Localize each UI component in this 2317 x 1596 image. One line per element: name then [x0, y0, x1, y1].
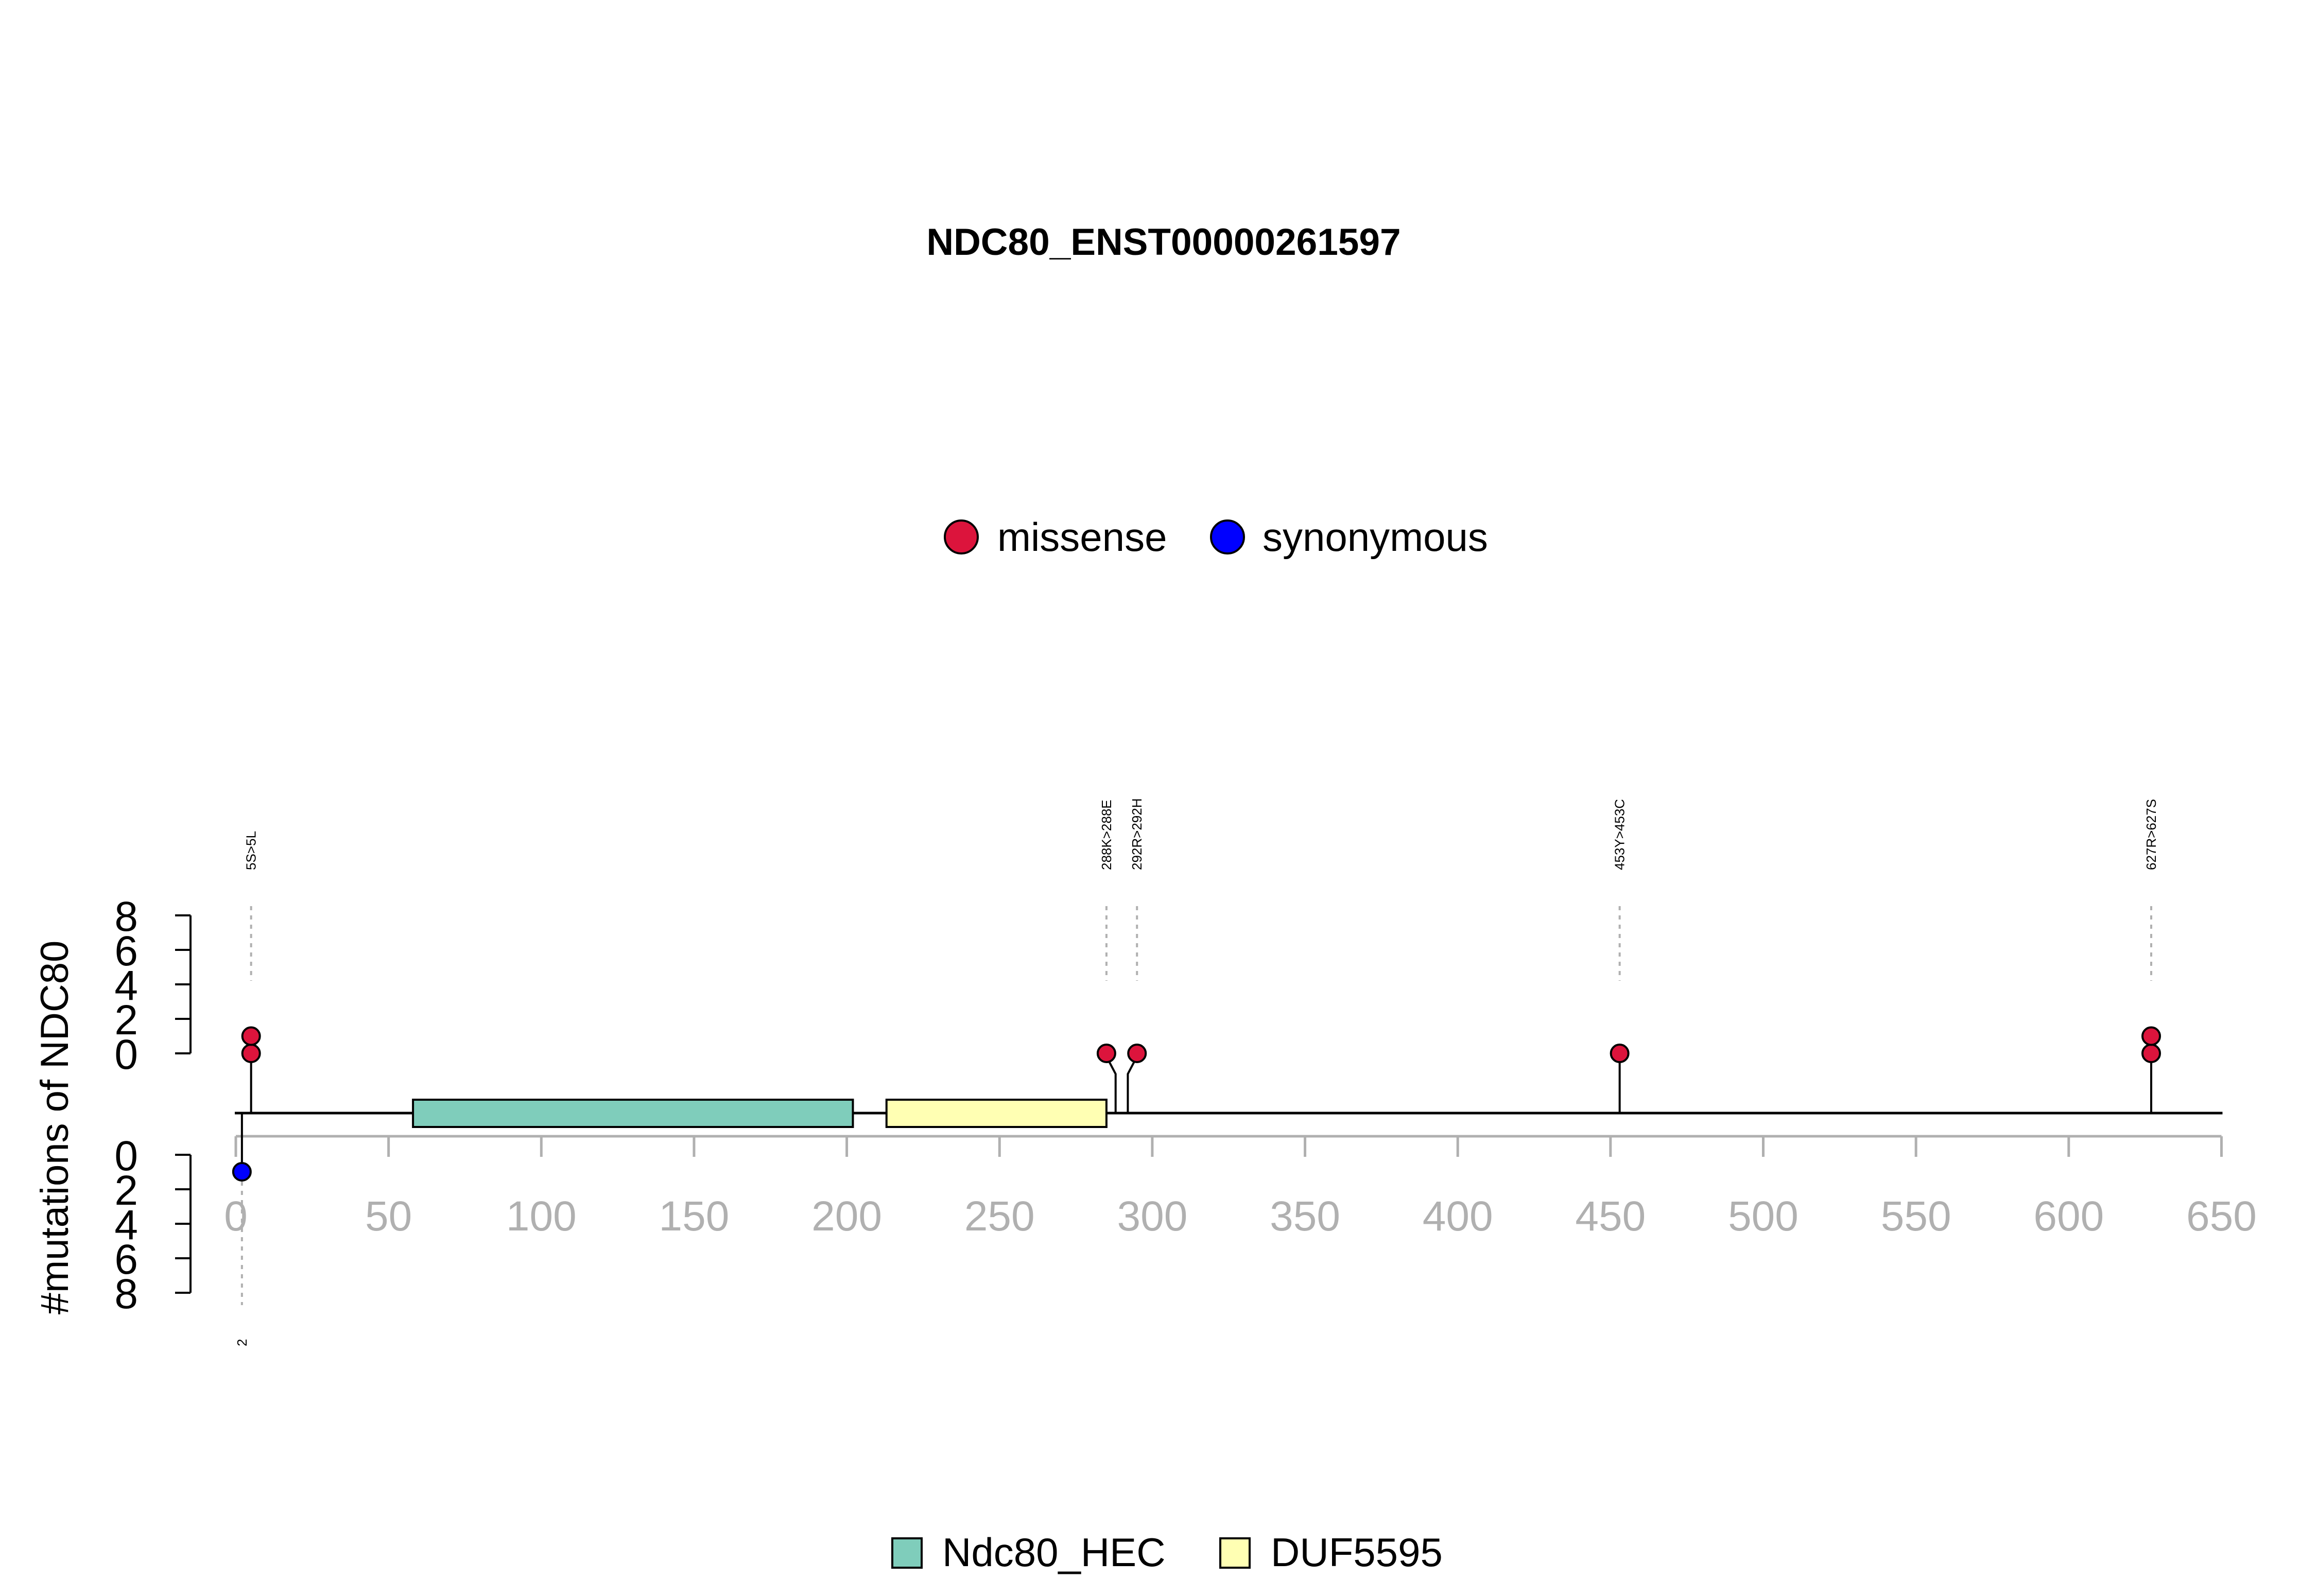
x-tick-label: 400	[1423, 1193, 1493, 1240]
domain-legend-swatch-Ndc80_HEC	[891, 1537, 923, 1569]
domain-legend-label-DUF5595: DUF5595	[1271, 1530, 1443, 1575]
y-tick-label-bottom: 4	[114, 1202, 138, 1248]
x-tick-label: 250	[964, 1193, 1035, 1240]
x-tick-label: 0	[224, 1193, 248, 1240]
mutation-point-5S>5L	[241, 1044, 261, 1063]
x-tick-label: 450	[1575, 1193, 1646, 1240]
x-tick-label: 500	[1728, 1193, 1799, 1240]
y-tick-label-top: 4	[114, 962, 138, 1009]
mutation-legend: missense synonymous	[944, 514, 1488, 560]
legend-swatch-synonymous	[1210, 519, 1245, 554]
mutation-label-453Y>453C: 453Y>453C	[1612, 799, 1628, 870]
lollipop-points	[232, 1026, 2161, 1182]
x-tick-label: 50	[365, 1193, 412, 1240]
x-tick-label: 550	[1881, 1193, 1951, 1240]
mutation-labels: 5S>5L 288K>288E 292R>292H 453Y>453C 627R>627…	[234, 799, 2159, 1347]
domain-Ndc80_HEC	[412, 1099, 854, 1128]
y-tick-label-bottom: 2	[114, 1167, 138, 1214]
x-tick-label: 650	[2186, 1193, 2257, 1240]
y-tick-label-bottom: 0	[114, 1133, 138, 1179]
domain-legend-label-Ndc80_HEC: Ndc80_HEC	[942, 1530, 1166, 1575]
mutation-point-2	[232, 1162, 252, 1182]
x-tick-label: 150	[659, 1193, 730, 1240]
mutation-point-627R>627S	[2141, 1044, 2161, 1063]
y-tick-label-top: 6	[114, 928, 138, 975]
domains	[412, 1099, 1108, 1128]
legend-label-synonymous: synonymous	[1263, 514, 1488, 560]
mutation-label-288K>288E: 288K>288E	[1099, 800, 1114, 870]
x-tick-label: 100	[506, 1193, 577, 1240]
legend-swatch-missense	[944, 519, 979, 554]
mutation-label-292R>292H: 292R>292H	[1129, 799, 1145, 871]
y-tick-label-bottom: 8	[114, 1271, 138, 1317]
mutation-point-627R>627S	[2141, 1026, 2161, 1046]
x-tick-label: 350	[1270, 1193, 1340, 1240]
mutation-point-288K>288E	[1096, 1044, 1116, 1063]
domain-DUF5595	[885, 1099, 1108, 1128]
chart-title: NDC80_ENST00000261597	[926, 221, 1400, 263]
domain-legend-swatch-DUF5595	[1219, 1537, 1251, 1569]
mutation-point-292R>292H	[1127, 1044, 1147, 1063]
mutation-label-627R>627S: 627R>627S	[2143, 799, 2159, 870]
x-tick-label: 300	[1117, 1193, 1187, 1240]
mutation-label-2: 2	[234, 1339, 250, 1346]
y-tick-label-top: 2	[114, 997, 138, 1044]
y-tick-label-top: 0	[114, 1031, 138, 1078]
mutation-point-5S>5L	[241, 1026, 261, 1046]
legend-label-missense: missense	[997, 514, 1167, 560]
x-tick-label: 600	[2033, 1193, 2104, 1240]
domain-legend: Ndc80_HEC DUF5595	[891, 1530, 1443, 1575]
mutation-point-453Y>453C	[1610, 1044, 1630, 1063]
x-axis: 0 50 100 150 200 250 300 350 400 450 500 550 600 650	[224, 1135, 2257, 1240]
y-tick-label-bottom: 6	[114, 1236, 138, 1283]
x-tick-label: 200	[811, 1193, 882, 1240]
y-axis-label: #mutations of NDC80	[33, 941, 77, 1315]
mutation-label-5S>5L: 5S>5L	[244, 831, 259, 870]
y-tick-label-top: 8	[114, 893, 138, 940]
